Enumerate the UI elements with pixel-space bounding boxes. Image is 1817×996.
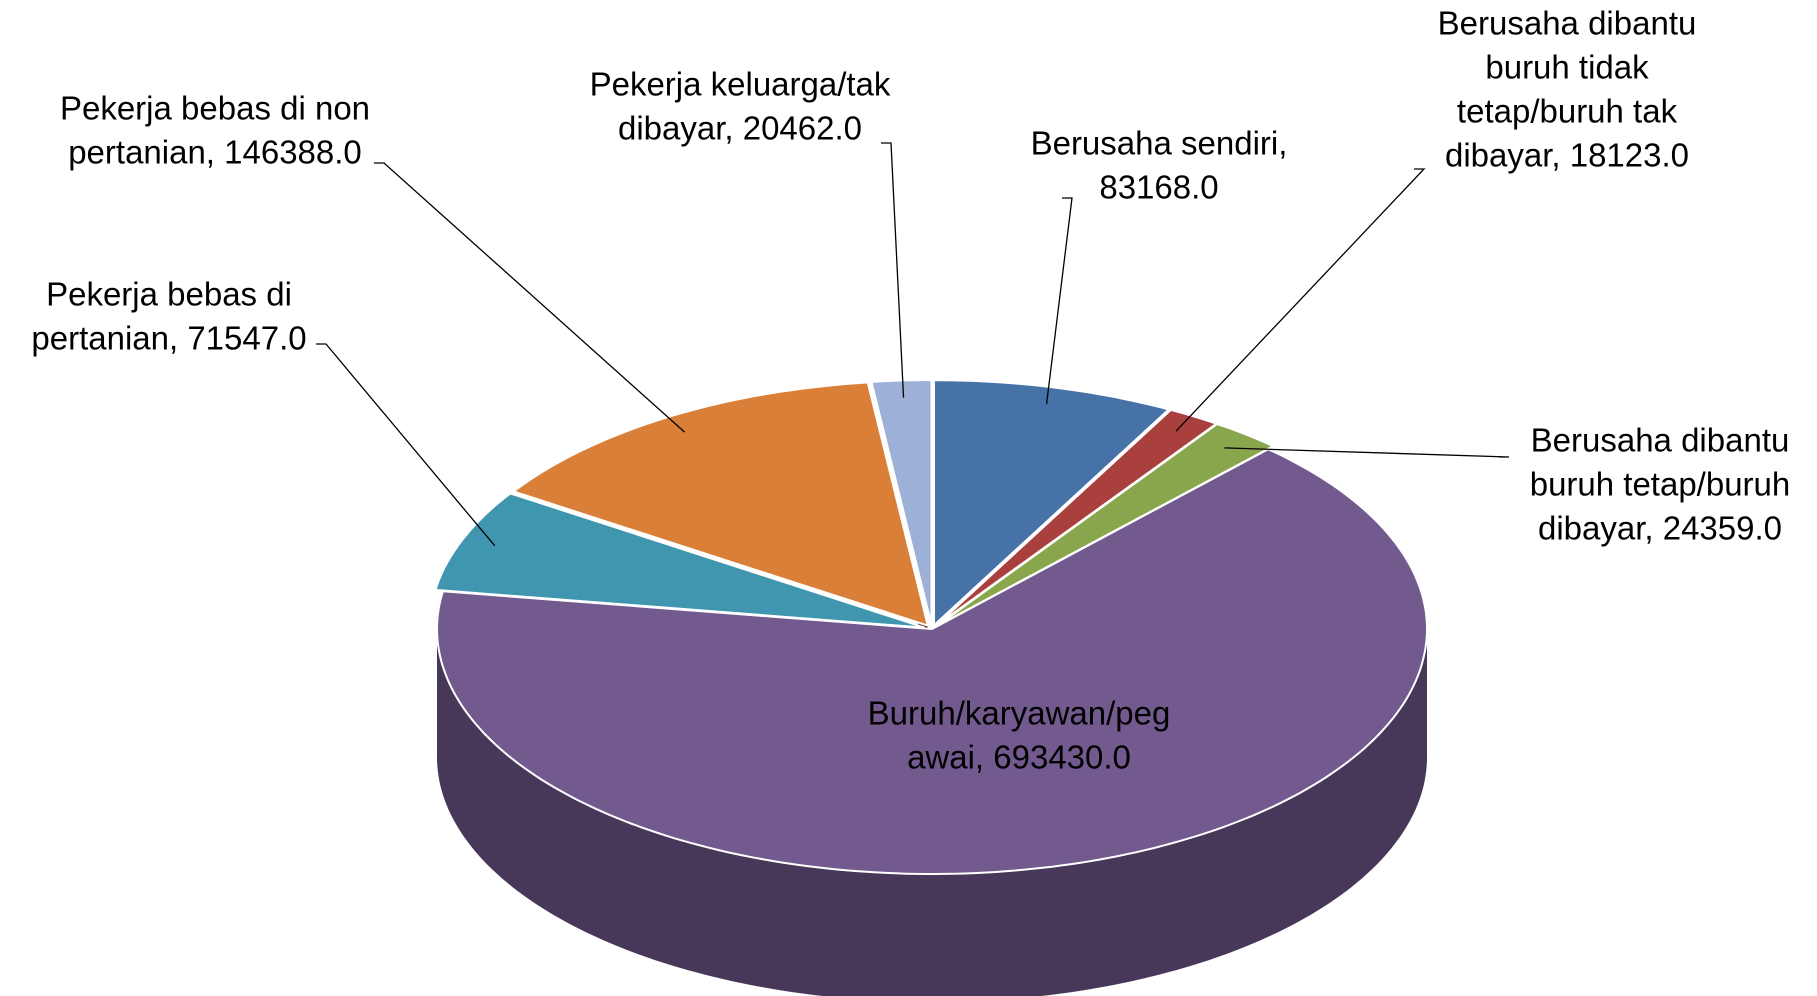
- pie-slice-side: [437, 629, 1427, 996]
- leader-line: [1175, 168, 1426, 432]
- data-label: tetap/buruh tak: [1457, 93, 1678, 130]
- pie-slice: [434, 492, 925, 629]
- data-label: buruh tetap/buruh: [1530, 466, 1791, 503]
- pie-slice: [935, 408, 1219, 627]
- leader-line: [1224, 447, 1510, 458]
- leader-line: [881, 142, 905, 398]
- pie-slice: [936, 422, 1276, 627]
- pie-slice: [435, 448, 1428, 875]
- data-label: Buruh/karyawan/peg: [868, 695, 1171, 732]
- data-label: Berusaha dibantu: [1438, 5, 1697, 42]
- data-label: dibayar, 24359.0: [1538, 510, 1782, 547]
- data-label: buruh tidak: [1485, 49, 1649, 86]
- data-label: pertanian, 71547.0: [31, 320, 306, 357]
- data-label: dibayar, 18123.0: [1445, 137, 1689, 174]
- pie-slice: [511, 381, 930, 628]
- pie-slice: [933, 379, 1171, 628]
- data-label: pertanian, 146388.0: [68, 134, 362, 171]
- data-label: Pekerja bebas di: [46, 276, 292, 313]
- leader-line: [374, 162, 686, 433]
- data-label: Berusaha sendiri,: [1031, 125, 1288, 162]
- data-label: Pekerja bebas di non: [60, 90, 370, 127]
- data-label: awai, 693430.0: [907, 739, 1131, 776]
- data-label: 83168.0: [1099, 169, 1218, 206]
- leader-line: [316, 343, 496, 547]
- data-label: Berusaha dibantu: [1531, 422, 1790, 459]
- pie-slice: [870, 378, 933, 626]
- data-label: Pekerja keluarga/tak: [590, 66, 891, 103]
- leader-line: [1045, 197, 1073, 405]
- data-label: dibayar, 20462.0: [618, 110, 862, 147]
